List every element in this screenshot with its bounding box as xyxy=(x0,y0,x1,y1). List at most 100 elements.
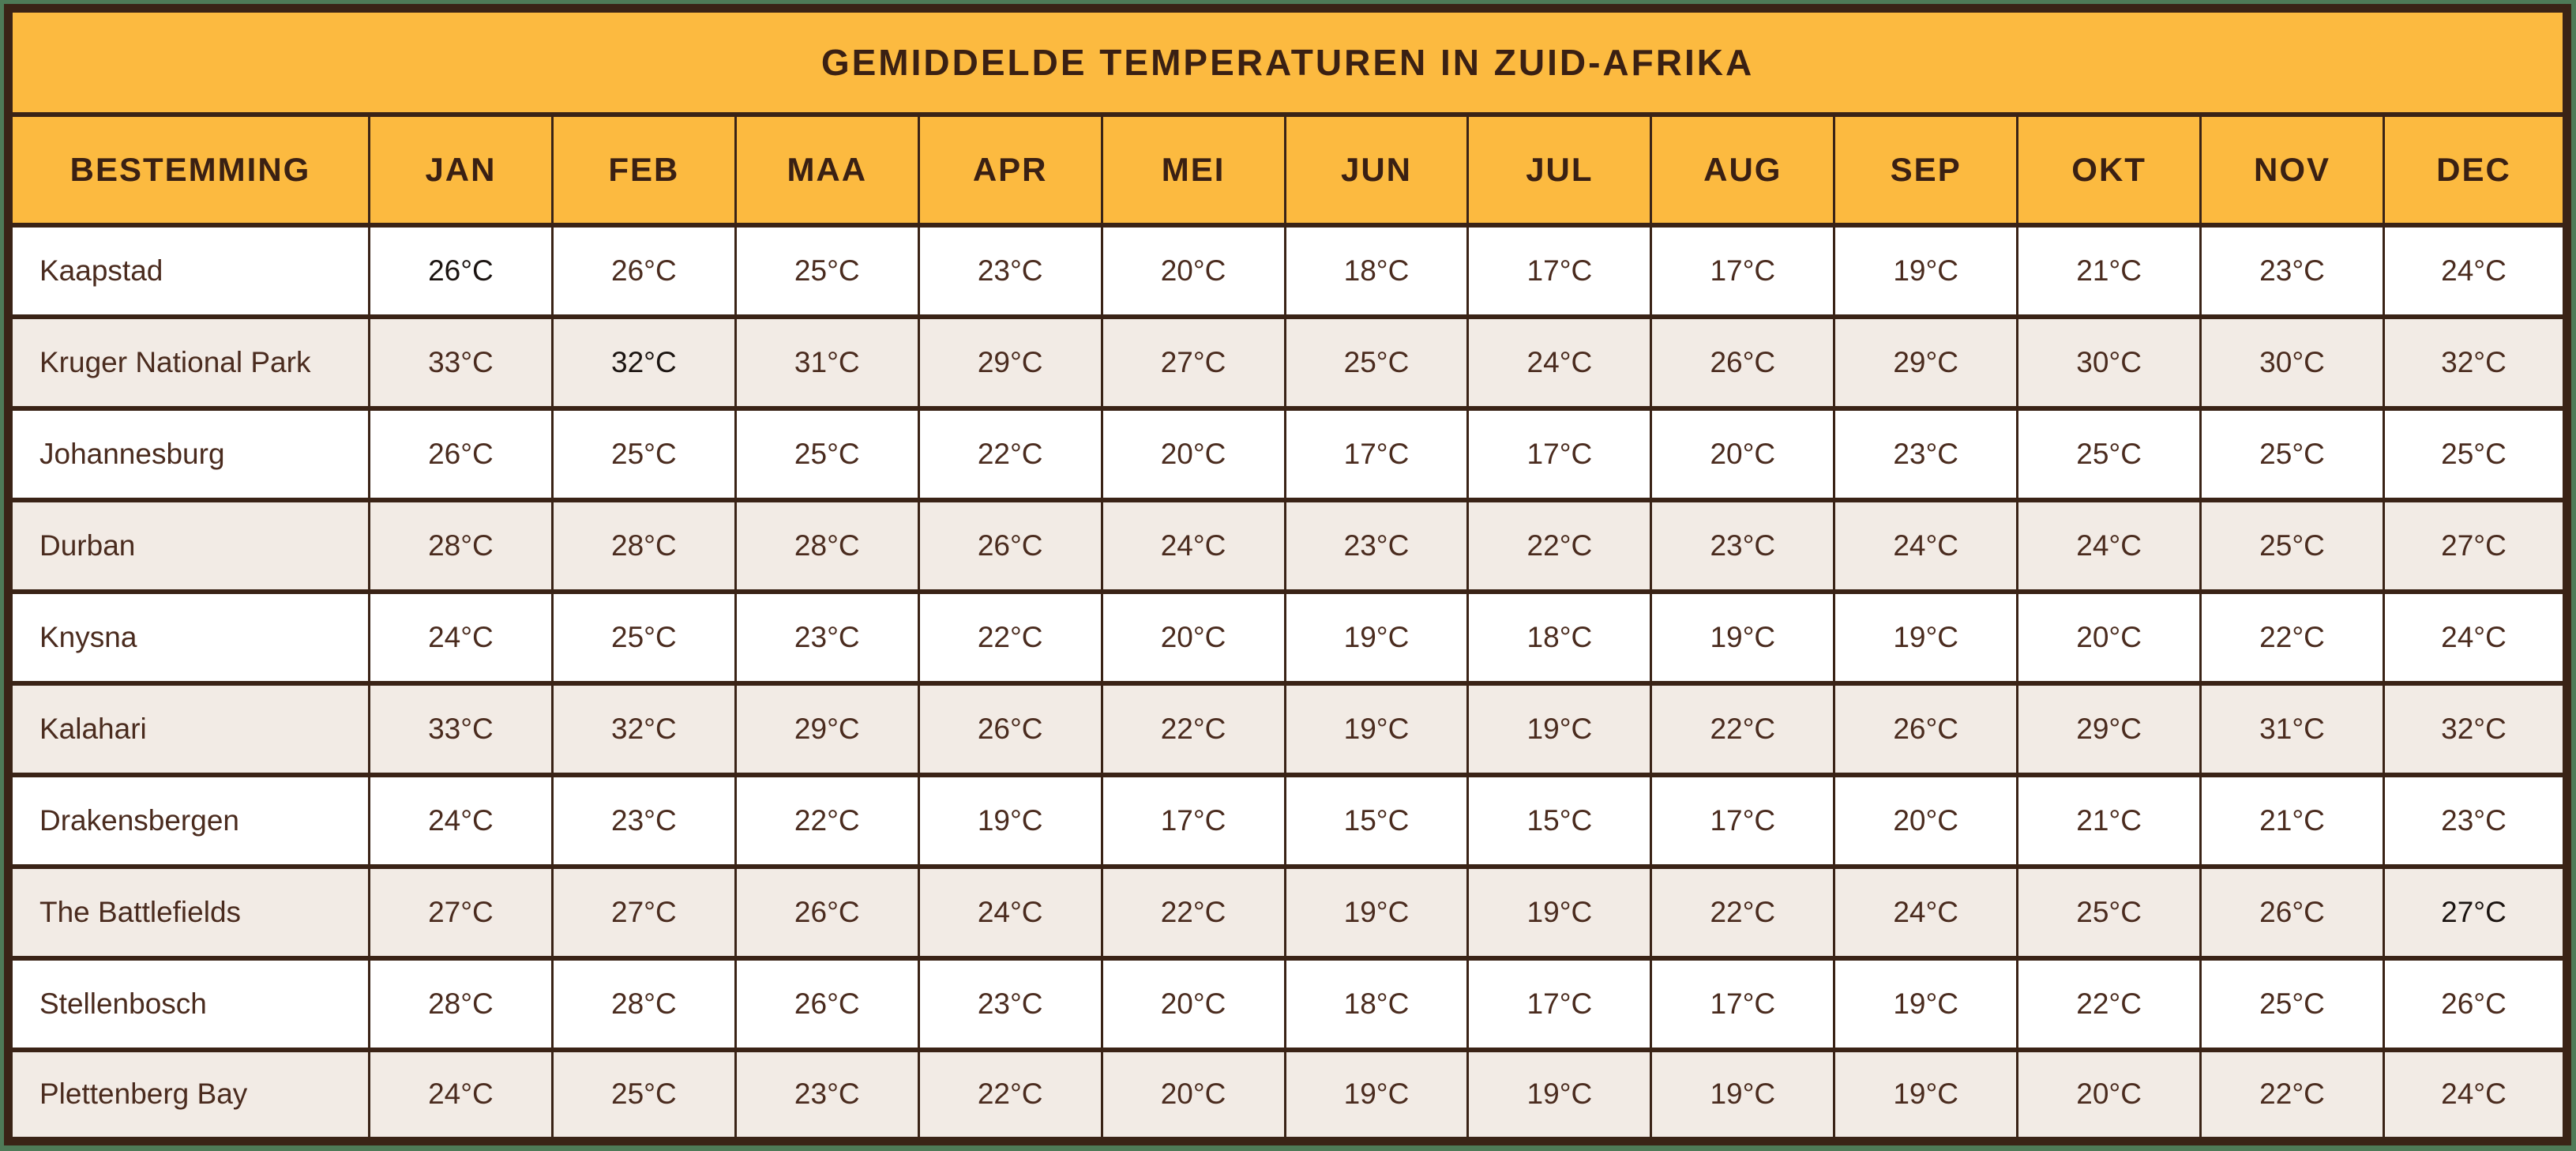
temperature-cell: 19°C xyxy=(1283,863,1470,961)
temperature-cell: 28°C xyxy=(550,497,737,594)
temperature-cell: 26°C xyxy=(1833,680,2019,777)
temperature-cell: 28°C xyxy=(550,955,737,1052)
temperature-cell: 20°C xyxy=(1833,772,2019,869)
temperature-cell: 19°C xyxy=(917,772,1103,869)
temperature-cell: 23°C xyxy=(550,772,737,869)
destination-cell: Durban xyxy=(7,497,370,594)
temperature-cell: 29°C xyxy=(2016,680,2202,777)
destination-cell: The Battlefields xyxy=(7,863,370,961)
temperature-cell: 20°C xyxy=(2016,1047,2202,1144)
temperature-cell: 24°C xyxy=(917,863,1103,961)
temperature-cell: 22°C xyxy=(1650,680,1836,777)
temperature-cell: 17°C xyxy=(1650,222,1836,319)
destination-cell: Knysna xyxy=(7,589,370,686)
temperature-cell: 19°C xyxy=(1283,1047,1470,1144)
destination-cell: Johannesburg xyxy=(7,405,370,502)
temperature-cell: 26°C xyxy=(734,863,920,961)
table-title: GEMIDDELDE TEMPERATUREN IN ZUID-AFRIKA xyxy=(7,6,2568,117)
temperature-cell: 32°C xyxy=(550,680,737,777)
temperature-cell: 25°C xyxy=(2016,405,2202,502)
destination-cell: Drakensbergen xyxy=(7,772,370,869)
temperature-cell: 25°C xyxy=(734,222,920,319)
destination-cell: Stellenbosch xyxy=(7,955,370,1052)
temperature-cell: 22°C xyxy=(917,405,1103,502)
column-header-jan: JAN xyxy=(368,111,554,228)
temperature-cell: 19°C xyxy=(1466,863,1653,961)
temperature-cell: 25°C xyxy=(2016,863,2202,961)
temperature-cell: 28°C xyxy=(368,497,554,594)
temperature-cell: 22°C xyxy=(1466,497,1653,594)
temperature-cell: 19°C xyxy=(1833,589,2019,686)
table-frame: GEMIDDELDE TEMPERATUREN IN ZUID-AFRIKA B… xyxy=(4,4,2571,1145)
temperature-cell: 22°C xyxy=(734,772,920,869)
temperature-cell: 27°C xyxy=(2382,497,2569,594)
temperature-cell: 26°C xyxy=(550,222,737,319)
temperature-cell: 24°C xyxy=(1466,314,1653,411)
temperature-cell: 17°C xyxy=(1650,772,1836,869)
column-header-mei: MEI xyxy=(1100,111,1286,228)
temperature-cell: 26°C xyxy=(368,405,554,502)
temperature-cell: 23°C xyxy=(2382,772,2569,869)
temperature-cell: 17°C xyxy=(1100,772,1286,869)
temperature-cell: 20°C xyxy=(1100,955,1286,1052)
title-row: GEMIDDELDE TEMPERATUREN IN ZUID-AFRIKA xyxy=(7,6,2568,117)
temperature-cell: 30°C xyxy=(2199,314,2385,411)
destination-cell: Plettenberg Bay xyxy=(7,1047,370,1144)
column-header-jul: JUL xyxy=(1466,111,1653,228)
temperature-cell: 24°C xyxy=(2382,1047,2569,1144)
temperature-cell: 24°C xyxy=(1833,863,2019,961)
temperature-cell: 22°C xyxy=(917,1047,1103,1144)
temperature-cell: 32°C xyxy=(550,314,737,411)
table-row: Knysna 24°C 25°C 23°C 22°C 20°C 19°C 18°C 19°C 19… xyxy=(7,589,2569,686)
temperature-cell: 25°C xyxy=(2199,497,2385,594)
temperature-cell: 24°C xyxy=(368,772,554,869)
temperature-cell: 19°C xyxy=(1833,222,2019,319)
temperature-cell: 25°C xyxy=(734,405,920,502)
temperature-cell: 33°C xyxy=(368,314,554,411)
temperature-cell: 23°C xyxy=(734,1047,920,1144)
temperature-cell: 23°C xyxy=(2199,222,2385,319)
temperature-cell: 19°C xyxy=(1466,680,1653,777)
temperature-cell: 17°C xyxy=(1283,405,1470,502)
temperature-cell: 26°C xyxy=(734,955,920,1052)
temperature-cell: 25°C xyxy=(1283,314,1470,411)
table-row: Johannesburg 26°C 25°C 25°C 22°C 20°C 17°C 17°C… xyxy=(7,405,2569,502)
temperature-cell: 29°C xyxy=(917,314,1103,411)
temperature-cell: 22°C xyxy=(2199,589,2385,686)
temperature-cell: 18°C xyxy=(1466,589,1653,686)
table-row: The Battlefields 27°C 27°C 26°C 24°C 22°C 19°C… xyxy=(7,863,2569,961)
temperature-cell: 23°C xyxy=(917,955,1103,1052)
temperature-cell: 18°C xyxy=(1283,955,1470,1052)
temperature-cell: 17°C xyxy=(1466,955,1653,1052)
temperature-cell: 17°C xyxy=(1466,405,1653,502)
column-header-okt: OKT xyxy=(2016,111,2202,228)
temperature-cell: 24°C xyxy=(2382,222,2569,319)
column-header-bestemming: BESTEMMING xyxy=(7,111,370,228)
temperature-cell: 31°C xyxy=(734,314,920,411)
temperature-cell: 28°C xyxy=(368,955,554,1052)
temperature-cell: 26°C xyxy=(917,497,1103,594)
temperature-cell: 30°C xyxy=(2016,314,2202,411)
table-row: Kruger National Park 33°C 32°C 31°C 29°C 27°C… xyxy=(7,314,2569,411)
column-header-apr: APR xyxy=(917,111,1103,228)
destination-cell: Kaapstad xyxy=(7,222,370,319)
header-row: BESTEMMING JAN FEB MAA APR MEI JUN JUL AUG SEP OKT… xyxy=(7,111,2569,228)
temperature-cell: 19°C xyxy=(1283,680,1470,777)
temperature-cell: 22°C xyxy=(1650,863,1836,961)
temperature-cell: 19°C xyxy=(1466,1047,1653,1144)
temperature-cell: 18°C xyxy=(1283,222,1470,319)
temperature-cell: 20°C xyxy=(1650,405,1836,502)
temperature-cell: 29°C xyxy=(734,680,920,777)
temperature-cell: 22°C xyxy=(2199,1047,2385,1144)
temperature-cell: 23°C xyxy=(917,222,1103,319)
temperature-cell: 23°C xyxy=(734,589,920,686)
table-row: Durban 28°C 28°C 28°C 26°C 24°C 23°C 22°C 23°C 24… xyxy=(7,497,2569,594)
temperature-cell: 22°C xyxy=(1100,680,1286,777)
table-row: Kaapstad 26°C 26°C 25°C 23°C 20°C 18°C 17°C 17°C… xyxy=(7,222,2569,319)
temperature-cell: 27°C xyxy=(368,863,554,961)
column-header-sep: SEP xyxy=(1833,111,2019,228)
temperature-cell: 25°C xyxy=(550,1047,737,1144)
temperature-cell: 24°C xyxy=(368,589,554,686)
temperature-cell: 15°C xyxy=(1466,772,1653,869)
temperature-cell: 19°C xyxy=(1833,955,2019,1052)
